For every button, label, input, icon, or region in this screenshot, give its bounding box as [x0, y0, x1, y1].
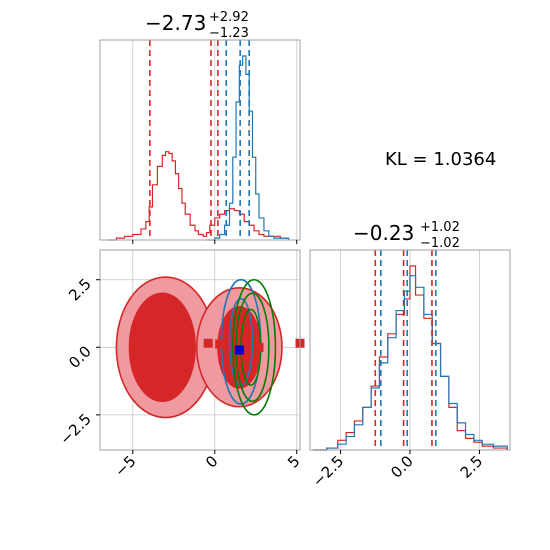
marginal-x-quantile-lines [149, 40, 250, 240]
marginal-y-panel: −2.5 0.0 2.5 −0.23 +1.02 −1.02 [309, 220, 511, 491]
marginal-y-quantile-lines [374, 250, 437, 450]
marginal-x-grid [132, 40, 298, 240]
marginal-x-ticks [132, 240, 298, 244]
my-ticklabel-1: 0.0 [387, 452, 417, 482]
joint-marker-4 [254, 342, 264, 352]
marginal-y-title-upper: +1.02 [420, 220, 460, 235]
joint-xticklabel-0: −5 [111, 452, 139, 480]
marginal-y-title-lower: −1.02 [420, 236, 460, 251]
joint-marker-0 [161, 349, 171, 359]
marginal-x-title-lower: −1.23 [209, 26, 249, 41]
joint-yticklabel-1: 0.0 [65, 342, 95, 372]
marginal-x-title: −2.73 [145, 11, 206, 35]
joint-marker-1 [149, 381, 159, 391]
joint-frame [99, 249, 301, 451]
marginal-y-series [312, 265, 508, 451]
mx-series-0 [108, 151, 290, 241]
joint-marker-6 [234, 345, 244, 355]
my-ticklabel-0: −2.5 [309, 452, 347, 490]
joint-xticklabel-1: 0 [202, 452, 221, 471]
joint-yticklabel-0: −2.5 [56, 410, 94, 448]
joint-xticklabel-2: 5 [284, 452, 303, 471]
joint-contours [115, 276, 283, 419]
marginal-x-title-upper: +2.92 [209, 10, 249, 25]
marginal-y-ticks: −2.5 0.0 2.5 [309, 450, 486, 491]
kl-annotation: KL = 1.0364 [385, 149, 496, 170]
marginal-y-title: −0.23 [353, 221, 414, 245]
joint-contour-1 [128, 292, 196, 403]
joint-marker-3 [215, 339, 225, 349]
joint-contour-8 [231, 278, 277, 416]
my-series-1 [312, 275, 508, 451]
marginal-x-frame [99, 39, 301, 241]
marginal-x-series [108, 55, 290, 241]
mx-series-1 [206, 55, 290, 241]
marginal-x-panel: −2.73 +2.92 −1.23 [99, 10, 301, 244]
joint-panel: −5 0 5 −2.5 0.0 2.5 [56, 249, 305, 480]
joint-marker-2 [203, 338, 213, 348]
joint-yticklabel-2: 2.5 [65, 275, 95, 305]
my-ticklabel-2: 2.5 [457, 452, 487, 482]
